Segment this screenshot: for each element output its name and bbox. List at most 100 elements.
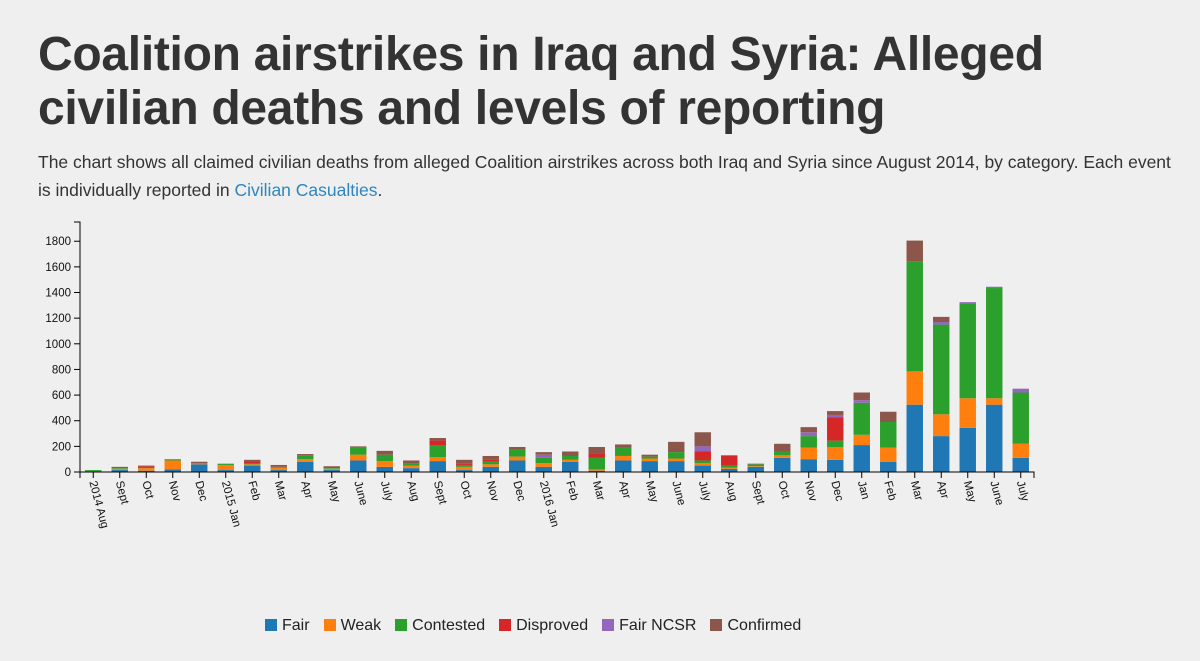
- stacked-bar-chart: 0 200 400 600 800 1000 1200 1400 1600 1800 2014 A…: [45, 221, 1035, 530]
- x-tick-label: Mar: [272, 480, 289, 502]
- bar-contested-27: [800, 436, 817, 448]
- y-tick-label: 0: [65, 467, 71, 479]
- x-tick-label: July: [1014, 480, 1031, 503]
- bar-fair-33: [959, 427, 976, 472]
- bar-confirmed-15: [482, 455, 499, 460]
- y-tick-label: 400: [52, 416, 71, 428]
- bar-fair-19: [588, 470, 605, 472]
- bar-stack-19: [588, 447, 605, 472]
- x-tick-label: July: [696, 480, 713, 503]
- bar-contested-28: [827, 440, 844, 447]
- bar-stack-22: [668, 441, 685, 472]
- bar-stack-32: [933, 316, 950, 472]
- civilian-casualties-link[interactable]: Civilian Casualties: [234, 180, 378, 200]
- bar-confirmed-14: [456, 459, 473, 464]
- x-tick-11: July: [378, 472, 395, 503]
- legend-item-fair-ncsr: Fair NCSR: [602, 617, 696, 635]
- bar-confirmed-12: [403, 460, 420, 464]
- bar-contested-32: [933, 324, 950, 415]
- bar-weak-15: [482, 464, 499, 467]
- bar-stack-30: [880, 411, 897, 472]
- bar-fair-23: [694, 465, 711, 472]
- y-tick-600: 600: [52, 390, 80, 402]
- x-tick-label: Oct: [139, 480, 155, 501]
- x-tick-label: Feb: [881, 480, 898, 502]
- bar-confirmed-29: [853, 392, 870, 401]
- legend-item-disproved: Disproved: [499, 617, 588, 635]
- y-axis: 0 200 400 600 800 1000 1200 1400 1600 1800: [45, 221, 81, 479]
- bar-fair-21: [641, 461, 658, 472]
- subtitle-end: .: [377, 180, 383, 200]
- bar-weak-23: [694, 463, 711, 466]
- bar-confirmed-21: [641, 454, 658, 457]
- bar-confirmed-2: [138, 465, 155, 467]
- bar-fair-ncsr-32: [933, 322, 950, 325]
- x-tick-label: May: [961, 480, 978, 504]
- x-tick-label: Nov: [484, 480, 501, 503]
- bar-fair-ncsr-28: [827, 414, 844, 418]
- bar-confirmed-7: [270, 464, 287, 467]
- bar-confirmed-23: [694, 432, 711, 447]
- legend-item-contested: Contested: [395, 617, 485, 635]
- bar-confirmed-18: [562, 451, 579, 456]
- bar-contested-0: [85, 470, 102, 472]
- bar-stack-34: [986, 286, 1003, 472]
- bar-weak-6: [244, 464, 261, 466]
- bar-fair-ncsr-23: [694, 446, 711, 452]
- x-tick-6: Feb: [245, 472, 262, 502]
- legend-item-weak: Weak: [323, 617, 381, 635]
- bar-confirmed-11: [376, 450, 393, 455]
- bar-disproved-14: [456, 463, 473, 465]
- y-tick-1800: 1800: [45, 236, 80, 248]
- y-tick-label: 1600: [45, 262, 71, 274]
- y-tick-label: 600: [52, 390, 71, 402]
- bar-contested-21: [641, 456, 658, 459]
- x-tick-2: Oct: [139, 472, 156, 501]
- bar-contested-35: [1012, 392, 1029, 444]
- bar-contested-30: [880, 422, 897, 448]
- x-tick-label: Dec: [192, 480, 209, 503]
- bar-fair-30: [880, 461, 897, 472]
- x-tick-12: Aug: [404, 472, 421, 503]
- bar-weak-2: [138, 468, 155, 471]
- bar-stack-17: [535, 452, 552, 472]
- x-tick-label: Apr: [298, 480, 314, 501]
- bar-contested-19: [588, 457, 605, 470]
- bar-weak-26: [774, 455, 791, 458]
- bar-fair-ncsr-33: [959, 302, 976, 304]
- bar-disproved-2: [138, 466, 155, 468]
- y-tick-label: 800: [52, 364, 71, 376]
- bar-confirmed-16: [509, 447, 526, 450]
- x-axis: 2014 Aug Sept Oct Nov Dec 2015 Jan Feb Mar Apr Ma…: [79, 471, 1035, 530]
- legend-label: Disproved: [516, 617, 589, 634]
- bar-weak-10: [350, 454, 367, 461]
- bar-contested-13: [429, 445, 446, 458]
- bar-confirmed-27: [800, 427, 817, 433]
- bar-contested-8: [297, 455, 314, 460]
- legend-item-fair: Fair: [265, 617, 310, 635]
- x-tick-27: Nov: [802, 472, 819, 503]
- bar-stack-10: [350, 446, 367, 472]
- bar-contested-23: [694, 460, 711, 464]
- bar-weak-35: [1012, 443, 1029, 458]
- bar-disproved-19: [588, 453, 605, 458]
- bar-fair-15: [482, 466, 499, 472]
- bar-stack-13: [429, 438, 446, 472]
- x-tick-31: Mar: [908, 472, 925, 502]
- x-tick-label: Oct: [457, 480, 473, 501]
- bar-confirmed-9: [323, 466, 340, 469]
- bar-fair-22: [668, 461, 685, 472]
- bar-stack-21: [641, 454, 658, 472]
- bar-contested-2: [138, 467, 155, 469]
- bar-contested-6: [244, 463, 261, 465]
- bar-contested-22: [668, 452, 685, 459]
- bar-contested-20: [615, 447, 632, 456]
- bar-confirmed-6: [244, 459, 261, 462]
- bar-weak-20: [615, 455, 632, 461]
- bar-fair-8: [297, 461, 314, 472]
- bar-stack-20: [615, 444, 632, 472]
- bar-contested-25: [747, 464, 764, 467]
- x-tick-29: Jan: [855, 472, 871, 501]
- bar-contested-4: [191, 463, 208, 464]
- x-tick-label: June: [987, 480, 1005, 507]
